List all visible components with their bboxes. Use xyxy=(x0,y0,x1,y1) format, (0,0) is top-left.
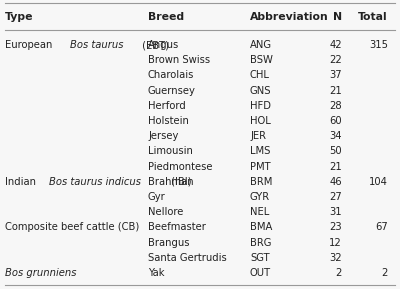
Text: Abbreviation: Abbreviation xyxy=(250,12,329,22)
Text: Type: Type xyxy=(5,12,34,22)
Text: Gyr: Gyr xyxy=(148,192,166,202)
Text: HFD: HFD xyxy=(250,101,271,111)
Text: Herford: Herford xyxy=(148,101,186,111)
Text: 34: 34 xyxy=(330,131,342,141)
Text: NEL: NEL xyxy=(250,207,269,217)
Text: Piedmontese: Piedmontese xyxy=(148,162,212,172)
Text: 28: 28 xyxy=(329,101,342,111)
Text: GNS: GNS xyxy=(250,86,272,96)
Text: 31: 31 xyxy=(329,207,342,217)
Text: 315: 315 xyxy=(369,40,388,50)
Text: 32: 32 xyxy=(329,253,342,263)
Text: 2: 2 xyxy=(336,268,342,278)
Text: HOL: HOL xyxy=(250,116,271,126)
Text: Holstein: Holstein xyxy=(148,116,189,126)
Text: Jersey: Jersey xyxy=(148,131,178,141)
Text: Yak: Yak xyxy=(148,268,164,278)
Text: (EBT): (EBT) xyxy=(139,40,169,50)
Text: Indian: Indian xyxy=(5,177,39,187)
Text: 46: 46 xyxy=(329,177,342,187)
Text: Bos taurus indicus: Bos taurus indicus xyxy=(49,177,141,187)
Text: N: N xyxy=(333,12,342,22)
Text: Nellore: Nellore xyxy=(148,207,183,217)
Text: 23: 23 xyxy=(329,223,342,232)
Text: 22: 22 xyxy=(329,55,342,65)
Text: 2: 2 xyxy=(382,268,388,278)
Text: Brahman: Brahman xyxy=(148,177,194,187)
Text: Brangus: Brangus xyxy=(148,238,190,248)
Text: BMA: BMA xyxy=(250,223,272,232)
Text: 27: 27 xyxy=(329,192,342,202)
Text: Charolais: Charolais xyxy=(148,71,194,80)
Text: OUT: OUT xyxy=(250,268,271,278)
Text: JER: JER xyxy=(250,131,266,141)
Text: 37: 37 xyxy=(329,71,342,80)
Text: BSW: BSW xyxy=(250,55,273,65)
Text: LMS: LMS xyxy=(250,147,270,156)
Text: European: European xyxy=(5,40,56,50)
Text: 104: 104 xyxy=(369,177,388,187)
Text: 21: 21 xyxy=(329,86,342,96)
Text: PMT: PMT xyxy=(250,162,271,172)
Text: Santa Gertrudis: Santa Gertrudis xyxy=(148,253,227,263)
Text: (IBI): (IBI) xyxy=(168,177,191,187)
Text: 50: 50 xyxy=(329,147,342,156)
Text: BRM: BRM xyxy=(250,177,272,187)
Text: Limousin: Limousin xyxy=(148,147,193,156)
Text: SGT: SGT xyxy=(250,253,270,263)
Text: Brown Swiss: Brown Swiss xyxy=(148,55,210,65)
Text: BRG: BRG xyxy=(250,238,272,248)
Text: Composite beef cattle (CB): Composite beef cattle (CB) xyxy=(5,223,139,232)
Text: GYR: GYR xyxy=(250,192,270,202)
Text: 67: 67 xyxy=(375,223,388,232)
Text: ANG: ANG xyxy=(250,40,272,50)
Text: Angus: Angus xyxy=(148,40,179,50)
Text: Bos grunniens: Bos grunniens xyxy=(5,268,76,278)
Text: CHL: CHL xyxy=(250,71,270,80)
Text: Bos taurus: Bos taurus xyxy=(70,40,124,50)
Text: 21: 21 xyxy=(329,162,342,172)
Text: Guernsey: Guernsey xyxy=(148,86,196,96)
Text: 42: 42 xyxy=(329,40,342,50)
Text: Beefmaster: Beefmaster xyxy=(148,223,206,232)
Text: 60: 60 xyxy=(329,116,342,126)
Text: Breed: Breed xyxy=(148,12,184,22)
Text: Total: Total xyxy=(358,12,388,22)
Text: 12: 12 xyxy=(329,238,342,248)
